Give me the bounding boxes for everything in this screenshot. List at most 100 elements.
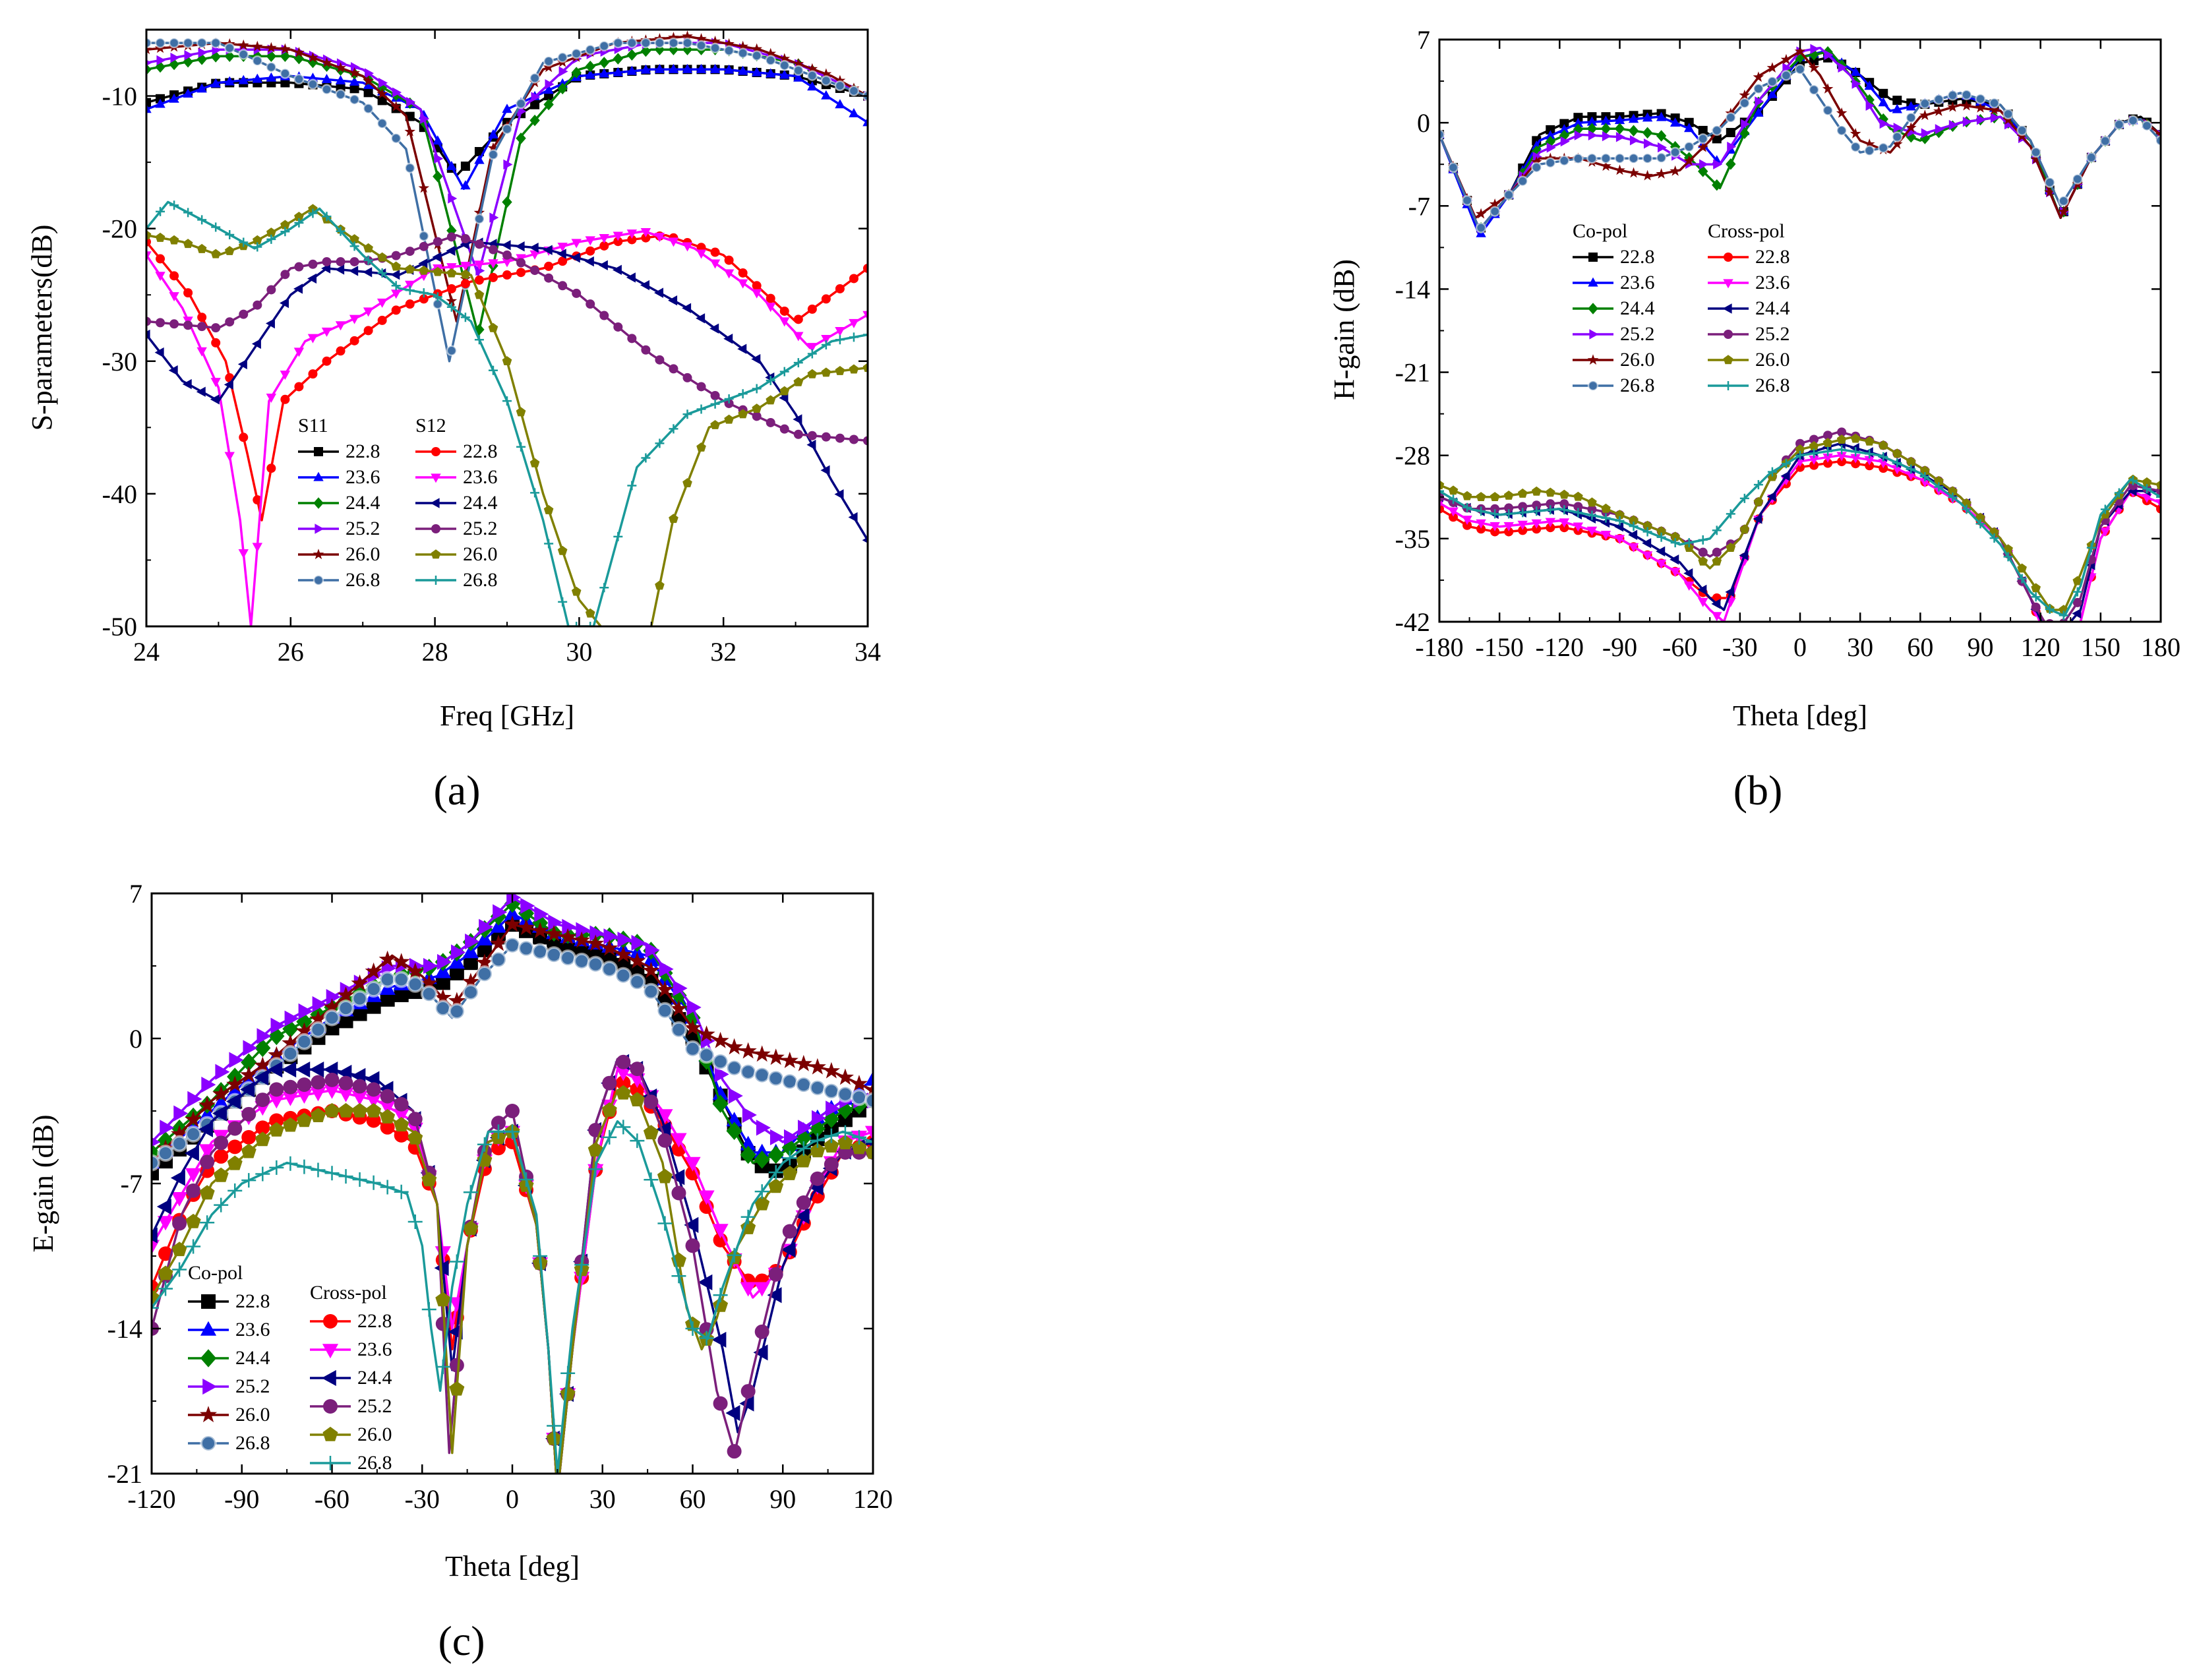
panel-a-data-point [710,390,720,400]
panel-c-legend: Co-pol 22.8 23.6 24.4 25.2 26.0 26.8 Cross-pol 2… [188,1262,392,1474]
panel-a-data-point [308,369,318,379]
panel-a-data-point [184,49,194,61]
panel-a-data-point [543,84,554,94]
panel-c-data-point [628,951,646,969]
panel-a-data-point [599,57,609,69]
panel-b-data-point [1865,461,1875,471]
panel-b-data-point [1920,471,1930,481]
panel-a-data-point [156,318,166,328]
panel-a-data-point [723,38,735,49]
panel-c-data-point [670,1000,688,1017]
panel-a-data-point [545,79,555,90]
panel-b-data-point [1586,116,1598,126]
panel-c-data-point [753,1045,771,1062]
panel-a-data-point [446,268,457,278]
panel-b-data-point [1906,101,1917,111]
panel-a-data-point [363,243,373,253]
panel-a-data-point [502,250,512,260]
panel-c-data-point [269,1113,284,1128]
panel-c-data-point [282,1034,299,1051]
panel-a-data-point [419,288,429,298]
panel-c-data-point [198,1096,216,1113]
panel-a-data-point [146,251,152,261]
panel-c-data-point [312,996,327,1013]
panel-a-data-point [558,281,568,291]
panel-c-data-point [782,1165,798,1180]
panel-a-data-point [586,246,595,256]
panel-c-data-point [503,915,522,932]
panel-c-data-point [588,1162,603,1177]
panel-a-data-point [613,53,624,65]
panel-c-data-point [380,1108,396,1124]
panel-c-ytick-label: -21 [107,1459,142,1489]
panel-c-data-point [423,957,438,975]
panel-a-data-point [612,264,622,276]
panel-a-data-point [793,65,804,76]
panel-a-data-point [378,77,388,88]
panel-c-legend-marker [200,1321,217,1336]
panel-c-data-point [200,1215,215,1230]
panel-a-data-point [655,438,665,448]
panel-b-data-point [1670,538,1680,548]
panel-b-data-point [1683,581,1695,591]
panel-a-data-point [460,313,470,322]
panel-a-data-point [363,326,373,336]
panel-c-data-point [673,980,688,996]
panel-a-ytick-label: -50 [102,612,137,642]
panel-c-series-8 [152,1054,873,1474]
panel-a-xtick-label: 24 [133,637,160,667]
panel-b-data-point [1600,160,1611,171]
panel-a-data-point [710,419,720,429]
panel-a-data-point [404,125,416,136]
panel-c-data-point [254,1056,272,1073]
panel-a-series [146,30,868,626]
panel-a-data-point [349,94,360,105]
panel-c-data-point [311,1162,326,1178]
panel-a-data-point [169,271,179,281]
panel-c-data-point [740,1145,756,1164]
panel-a-data-point [751,289,762,299]
panel-c-data-point [229,1052,244,1068]
panel-b-data-point [1670,117,1681,127]
panel-a-data-point [418,182,430,193]
panel-a-data-point [571,239,582,249]
panel-c-legend-marker [200,1349,217,1367]
panel-a-data-point [350,62,360,73]
panel-c-data-point [711,1331,727,1348]
panel-a-data-point [863,330,868,340]
panel-b-data-point [1503,491,1514,500]
panel-c-legend-label: 22.8 [357,1310,392,1332]
panel-b-data-point [2156,492,2161,502]
panel-c-data-point [769,1129,785,1145]
panel-a-data-point [626,49,638,61]
panel-a-data-point [252,73,263,83]
panel-a-data-point [585,44,596,55]
panel-c-data-point [768,1267,783,1282]
panel-a-data-point [654,233,665,243]
panel-b-data-point [1725,111,1737,123]
panel-a-data-point [224,42,235,54]
panel-a-data-point [834,75,846,86]
panel-c-data-point [659,961,674,977]
panel-b-data-point [1532,151,1542,162]
panel-a-data-point [377,268,387,278]
panel-b-data-point [1753,83,1764,94]
panel-a-data-point [737,344,747,354]
panel-a-data-point [322,356,332,366]
panel-b-data-point [1699,159,1709,169]
panel-b-legend-label: 25.2 [1755,323,1790,345]
panel-a-data-point [682,37,693,49]
panel-a-data-point [489,212,499,223]
panel-c-data-point [727,1444,742,1459]
panel-a-data-point [501,240,511,251]
panel-a-data-point [460,162,470,171]
panel-a-data-point [198,47,208,58]
panel-a-data-point [376,88,388,99]
panel-b-data-point [1559,489,1569,499]
panel-b-data-point [2002,108,2014,120]
panel-a-data-point [613,531,623,541]
panel-a-data-point [211,222,221,232]
panel-a-data-point [835,365,845,375]
panel-c-data-point [629,1092,645,1107]
panel-b-data-point [1573,502,1583,512]
